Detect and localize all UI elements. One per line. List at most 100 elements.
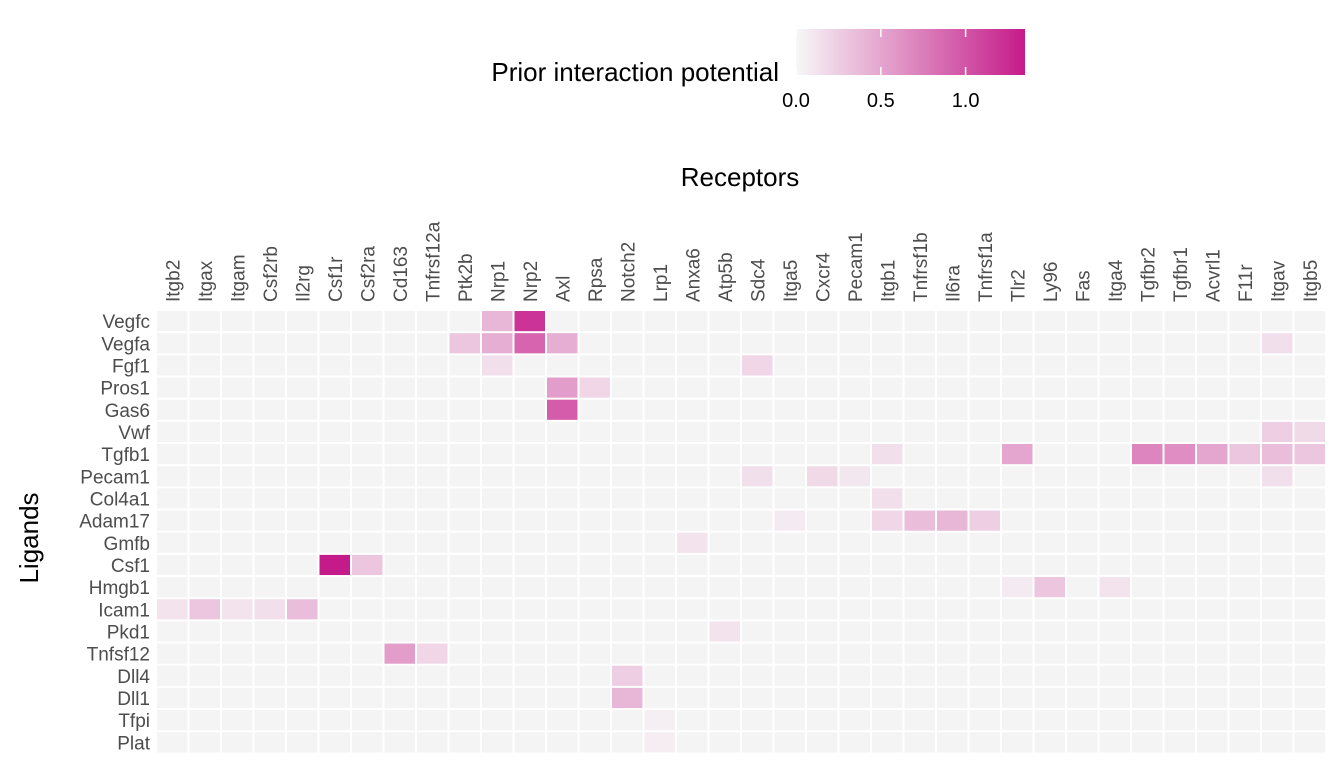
heatmap-cell-tnfsf12-il6ra <box>937 643 968 664</box>
heatmap-cell-vegfc-itga5 <box>774 311 805 332</box>
heatmap-cell-fgf1-itgb2 <box>157 355 188 376</box>
heatmap-cell-tgfb1-pecam1 <box>839 444 870 465</box>
heatmap-cell-csf1-itgam <box>222 554 253 576</box>
heatmap-cell-hmgb1-tgfbr2 <box>1132 577 1163 598</box>
heatmap-cell-vegfc-itgax <box>189 311 220 332</box>
heatmap-cell-adam17-csf1r <box>319 510 350 531</box>
heatmap-cell-hmgb1-f11r <box>1229 577 1260 598</box>
heatmap-cell-pecam1-cd163 <box>384 466 415 487</box>
heatmap-cell-gmfb-itgax <box>189 532 220 553</box>
heatmap-cell-vwf-csf2ra <box>352 421 383 443</box>
heatmap-cell-tnfsf12-ptk2b <box>449 643 480 664</box>
heatmap-cell-csf1-csf2ra <box>352 554 383 576</box>
y-tick-label-vegfc: Vegfc <box>102 312 150 333</box>
heatmap-cell-dll1-cxcr4 <box>807 687 838 709</box>
heatmap-cell-vegfc-fas <box>1067 311 1098 332</box>
heatmap-cell-adam17-cd163 <box>384 510 415 531</box>
heatmap-cell-tfpi-tnfrsf1b <box>904 710 935 731</box>
x-tick-label-il2rg: Il2rg <box>293 265 314 302</box>
heatmap-cell-pros1-itgam <box>222 377 253 398</box>
heatmap-cell-icam1-fas <box>1067 599 1098 620</box>
heatmap-cell-pecam1-csf2rb <box>254 466 285 487</box>
heatmap-cell-gas6-itga5 <box>774 399 805 420</box>
y-tick-label-tgfb1: Tgfb1 <box>101 445 150 466</box>
heatmap-cell-hmgb1-nrp2 <box>514 577 545 598</box>
heatmap-cell-col4a1-itgax <box>189 488 220 509</box>
heatmap-cell-pros1-lrp1 <box>644 377 675 398</box>
heatmap-cell-vegfc-itgb1 <box>872 311 903 332</box>
heatmap-cell-icam1-tgfbr2 <box>1132 599 1163 620</box>
heatmap-cell-gmfb-itga4 <box>1099 532 1130 553</box>
heatmap-cell-vwf-nrp2 <box>514 421 545 443</box>
heatmap-cell-csf1-fas <box>1067 554 1098 576</box>
heatmap-cell-dll1-il2rg <box>287 687 318 709</box>
heatmap-cell-plat-ptk2b <box>449 732 480 753</box>
heatmap-cell-icam1-nrp1 <box>482 599 513 620</box>
heatmap-cell-gas6-il6ra <box>937 399 968 420</box>
heatmap-cell-vegfc-rpsa <box>579 311 610 332</box>
heatmap-cell-dll1-tlr2 <box>1002 687 1033 709</box>
heatmap-cell-hmgb1-cxcr4 <box>807 577 838 598</box>
heatmap-cell-tgfb1-sdc4 <box>742 444 773 465</box>
heatmap-cell-vegfa-csf2ra <box>352 333 383 354</box>
heatmap-cell-vegfc-lrp1 <box>644 311 675 332</box>
heatmap-cell-pkd1-il2rg <box>287 621 318 642</box>
heatmap-cell-pecam1-itga5 <box>774 466 805 487</box>
heatmap-cell-dll4-itga4 <box>1099 665 1130 686</box>
heatmap-cell-tnfsf12-atp5b <box>709 643 740 664</box>
y-axis-title: Ligands <box>14 492 44 583</box>
heatmap-cell-gmfb-tlr2 <box>1002 532 1033 553</box>
heatmap-cell-tnfsf12-itgav <box>1262 643 1293 664</box>
heatmap-cell-csf1-itgb1 <box>872 554 903 576</box>
heatmap-cell-dll4-cd163 <box>384 665 415 686</box>
heatmap-cell-hmgb1-tgfbr1 <box>1164 577 1195 598</box>
y-tick-label-pkd1: Pkd1 <box>107 623 150 644</box>
x-tick-label-tlr2: Tlr2 <box>1008 269 1029 302</box>
heatmap-cell-tfpi-sdc4 <box>742 710 773 731</box>
heatmap-cell-gas6-csf2rb <box>254 399 285 420</box>
heatmap-cell-tfpi-ptk2b <box>449 710 480 731</box>
heatmap-cell-vegfa-nrp2 <box>514 333 545 354</box>
heatmap-cell-fgf1-fas <box>1067 355 1098 376</box>
heatmap-cell-vegfc-tgfbr2 <box>1132 311 1163 332</box>
heatmap-cell-csf1-itgax <box>189 554 220 576</box>
heatmap-cell-pros1-acvrl1 <box>1197 377 1228 398</box>
heatmap-cell-plat-nrp1 <box>482 732 513 753</box>
heatmap-cell-hmgb1-tnfrsf1a <box>969 577 1000 598</box>
heatmap-cell-vwf-fas <box>1067 421 1098 443</box>
heatmap-cell-adam17-cxcr4 <box>807 510 838 531</box>
heatmap-cell-vegfa-tnfrsf12a <box>417 333 448 354</box>
heatmap-cell-tfpi-cxcr4 <box>807 710 838 731</box>
heatmap-cell-vegfc-csf1r <box>319 311 350 332</box>
heatmap-cell-vegfc-atp5b <box>709 311 740 332</box>
heatmap-cell-gmfb-fas <box>1067 532 1098 553</box>
heatmap-cell-dll4-tnfrsf12a <box>417 665 448 686</box>
heatmap-cell-csf1-cd163 <box>384 554 415 576</box>
heatmap-cell-tnfsf12-tgfbr1 <box>1164 643 1195 664</box>
heatmap-cell-tfpi-itgb5 <box>1294 710 1325 731</box>
heatmap-cell-fgf1-csf1r <box>319 355 350 376</box>
heatmap-cell-plat-itgax <box>189 732 220 753</box>
heatmap-cell-tnfsf12-itga4 <box>1099 643 1130 664</box>
heatmap-cell-csf1-itgb2 <box>157 554 188 576</box>
heatmap-cell-col4a1-anxa6 <box>677 488 708 509</box>
heatmap-cell-pkd1-anxa6 <box>677 621 708 642</box>
heatmap-cell-fgf1-acvrl1 <box>1197 355 1228 376</box>
heatmap-cell-vwf-tnfrsf1a <box>969 421 1000 443</box>
heatmap-cell-vegfa-tgfbr2 <box>1132 333 1163 354</box>
heatmap-cell-hmgb1-itga5 <box>774 577 805 598</box>
heatmap-cell-tfpi-cd163 <box>384 710 415 731</box>
heatmap-cell-adam17-pecam1 <box>839 510 870 531</box>
heatmap-cell-pecam1-f11r <box>1229 466 1260 487</box>
heatmap-cell-fgf1-ptk2b <box>449 355 480 376</box>
heatmap-cell-pkd1-ptk2b <box>449 621 480 642</box>
heatmap-cell-tgfb1-anxa6 <box>677 444 708 465</box>
heatmap-cell-pkd1-tgfbr1 <box>1164 621 1195 642</box>
heatmap-cell-tfpi-itga5 <box>774 710 805 731</box>
heatmap-cell-hmgb1-itgb1 <box>872 577 903 598</box>
heatmap-cell-csf1-ptk2b <box>449 554 480 576</box>
heatmap-cell-pkd1-itga4 <box>1099 621 1130 642</box>
heatmap-cell-vegfa-tnfrsf1a <box>969 333 1000 354</box>
legend-tick-label: 0.0 <box>782 90 810 112</box>
heatmap-cell-pros1-tnfrsf1a <box>969 377 1000 398</box>
